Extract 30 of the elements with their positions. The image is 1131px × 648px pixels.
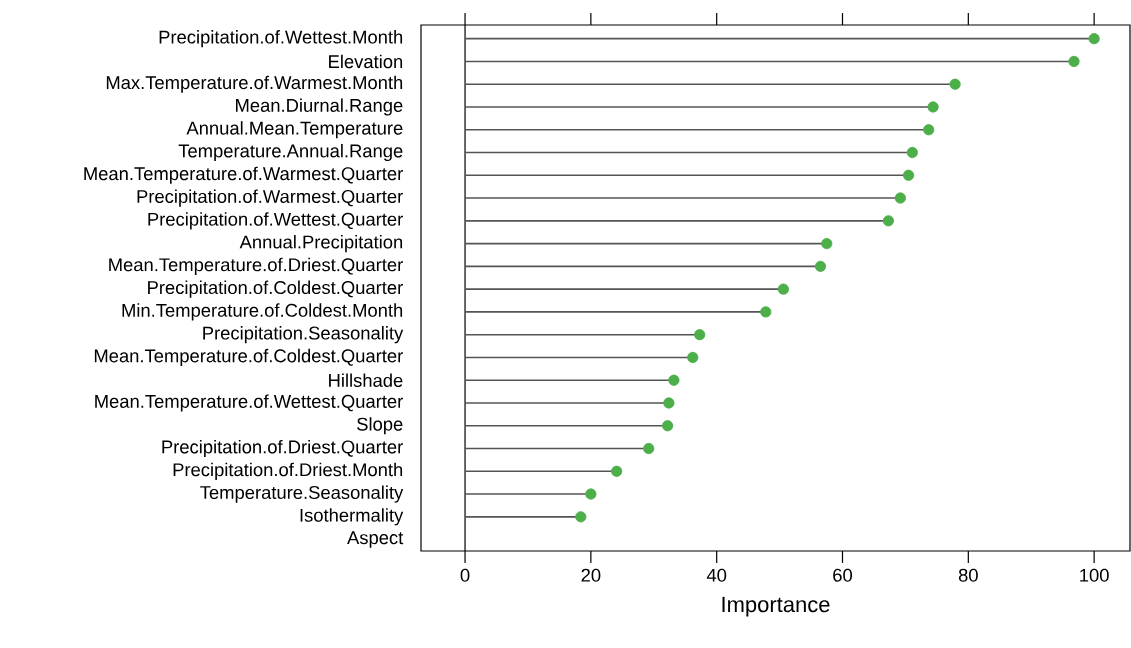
- y-tick-label: Mean.Temperature.of.Warmest.Quarter: [84, 166, 403, 184]
- y-tick-label: Mean.Diurnal.Range: [236, 98, 403, 116]
- y-tick-label: Annual.Precipitation: [239, 235, 403, 253]
- x-tick-label: 20: [581, 568, 601, 582]
- y-tick-label: Isothermality: [300, 508, 404, 526]
- y-tick-label: Mean.Temperature.of.Wettest.Quarter: [95, 394, 403, 412]
- x-tick-label: 100: [1080, 568, 1109, 582]
- y-tick-label: Mean.Temperature.of.Driest.Quarter: [109, 257, 403, 275]
- y-tick-label: Precipitation.of.Wettest.Month: [159, 30, 403, 48]
- y-tick-label: Precipitation.of.Coldest.Quarter: [148, 280, 403, 298]
- y-tick-label: Annual.Mean.Temperature: [186, 121, 403, 139]
- y-tick-label: Precipitation.of.Wettest.Quarter: [148, 212, 403, 230]
- x-tick-label: 80: [958, 568, 978, 582]
- y-tick-label: Elevation: [329, 54, 403, 69]
- x-tick-label: 40: [706, 568, 727, 582]
- x-axis-title: Importance: [722, 596, 830, 617]
- y-tick-label: Precipitation.Seasonality: [203, 326, 404, 344]
- y-tick-label: Min.Temperature.of.Coldest.Month: [122, 303, 403, 321]
- y-tick-label: Hillshade: [329, 373, 403, 387]
- y-tick-label: Precipitation.of.Warmest.Quarter: [137, 189, 403, 207]
- y-tick-label: Slope: [357, 417, 403, 435]
- x-tick-label: 60: [833, 568, 853, 582]
- y-tick-label: Max.Temperature.of.Warmest.Month: [106, 75, 403, 93]
- y-tick-label: Aspect: [347, 531, 404, 548]
- y-tick-label: Precipitation.of.Driest.Month: [173, 462, 403, 480]
- y-tick-label: Mean.Temperature.of.Coldest.Quarter: [94, 348, 403, 367]
- y-tick-label: Temperature.Annual.Range: [178, 143, 403, 162]
- y-tick-label: Temperature.Seasonality: [200, 485, 404, 503]
- x-tick-label: 0: [460, 568, 470, 582]
- y-tick-label: Precipitation.of.Driest.Quarter: [162, 439, 403, 458]
